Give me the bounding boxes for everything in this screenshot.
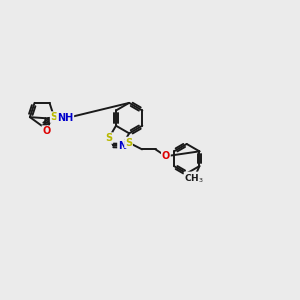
Text: NH: NH bbox=[57, 113, 74, 123]
Text: N: N bbox=[118, 141, 126, 151]
Text: O: O bbox=[162, 151, 170, 161]
Text: CH$_3$: CH$_3$ bbox=[184, 172, 204, 184]
Text: O: O bbox=[42, 126, 50, 136]
Text: S: S bbox=[125, 137, 132, 148]
Text: S: S bbox=[105, 133, 112, 143]
Text: S: S bbox=[51, 112, 58, 122]
